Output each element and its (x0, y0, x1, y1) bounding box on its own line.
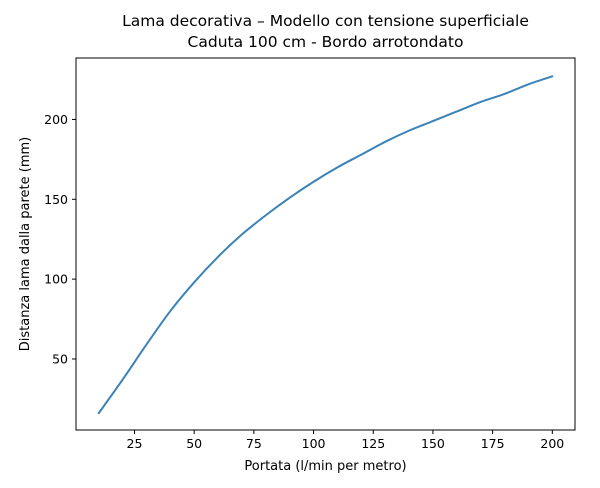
x-tick-label: 25 (127, 436, 143, 451)
plot-frame (75, 57, 576, 431)
x-tick-label: 50 (186, 436, 202, 451)
x-tick-label: 200 (540, 436, 564, 451)
y-axis-label: Distanza lama dalla parete (mm) (18, 137, 33, 351)
x-tick-label: 150 (421, 436, 445, 451)
y-tick-label: 100 (44, 272, 68, 287)
y-tick-label: 50 (52, 351, 68, 366)
chart-title: Lama decorativa – Modello con tensione s… (122, 12, 529, 30)
x-tick-label: 125 (361, 436, 385, 451)
x-tick-label: 75 (246, 436, 262, 451)
x-axis-ticks: 25 50 75 100 125 150 175 200 (127, 430, 564, 451)
x-tick-label: 100 (302, 436, 326, 451)
y-axis-ticks: 50 100 150 200 (44, 112, 76, 366)
y-tick-label: 150 (44, 192, 68, 207)
x-axis-label: Portata (l/min per metro) (244, 459, 406, 474)
chart-subtitle: Caduta 100 cm - Bordo arrotondato (188, 33, 464, 51)
data-series-line (97, 75, 554, 415)
x-tick-label: 175 (481, 436, 505, 451)
y-tick-label: 200 (44, 112, 68, 127)
